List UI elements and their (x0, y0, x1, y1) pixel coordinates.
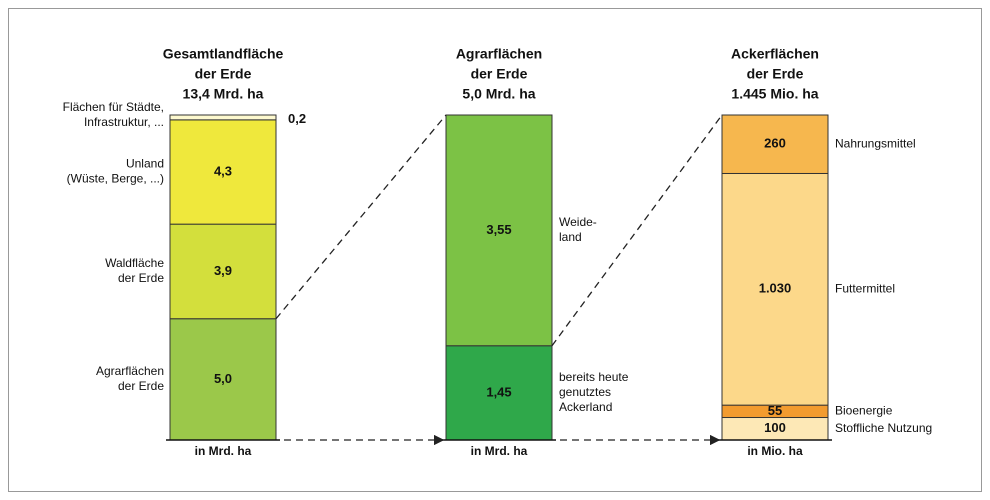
value-label: 100 (764, 420, 786, 435)
legend-label: Agrarflächen (96, 364, 164, 378)
bar-segment (445, 345, 553, 441)
value-label: 3,9 (214, 263, 232, 278)
bar-segment (169, 318, 277, 441)
bar-segment (445, 114, 553, 347)
legend-label: Ackerland (559, 400, 612, 414)
chart-title: 5,0 Mrd. ha (462, 86, 535, 102)
chart-title: der Erde (747, 66, 804, 82)
legend-label: Bioenergie (835, 403, 893, 417)
bar-segment (169, 119, 277, 225)
bar-segment (721, 172, 829, 406)
legend-label: der Erde (118, 271, 164, 285)
legend-label: Nahrungsmittel (835, 136, 916, 150)
chart-title: der Erde (195, 66, 252, 82)
chart-title: 1.445 Mio. ha (731, 86, 818, 102)
legend-label: bereits heute (559, 370, 629, 384)
legend-label: Infrastruktur, ... (84, 115, 164, 129)
legend-label: Waldfläche (105, 256, 164, 270)
legend-label: genutztes (559, 385, 611, 399)
legend-label: land (559, 230, 582, 244)
value-label: 4,3 (214, 163, 232, 178)
value-label: 260 (764, 136, 786, 151)
bar-segment (721, 114, 829, 174)
legend-label: Flächen für Städte, (63, 100, 164, 114)
legend-label: Weide- (559, 215, 597, 229)
value-label: 0,2 (288, 111, 306, 126)
value-label: 5,0 (214, 371, 232, 386)
value-label: 55 (768, 403, 782, 418)
value-label: 3,55 (486, 222, 511, 237)
bar-segment (169, 114, 277, 121)
chart-title: Gesamtlandfläche (163, 46, 284, 62)
legend-label: Futtermittel (835, 281, 895, 295)
chart-title: 13,4 Mrd. ha (183, 86, 264, 102)
chart-title: Ackerflächen (731, 46, 819, 62)
chart-title: der Erde (471, 66, 528, 82)
x-axis-label: in Mrd. ha (471, 444, 528, 458)
connector (275, 114, 447, 320)
value-label: 1,45 (486, 384, 511, 399)
x-axis-label: in Mrd. ha (195, 444, 252, 458)
x-axis-label: in Mio. ha (747, 444, 803, 458)
legend-label: Stoffliche Nutzung (835, 421, 932, 435)
legend-label: der Erde (118, 379, 164, 393)
legend-label: Unland (126, 157, 164, 171)
value-label: 1.030 (759, 281, 792, 296)
chart-title: Agrarflächen (456, 46, 542, 62)
legend-label: (Wüste, Berge, ...) (67, 172, 164, 186)
